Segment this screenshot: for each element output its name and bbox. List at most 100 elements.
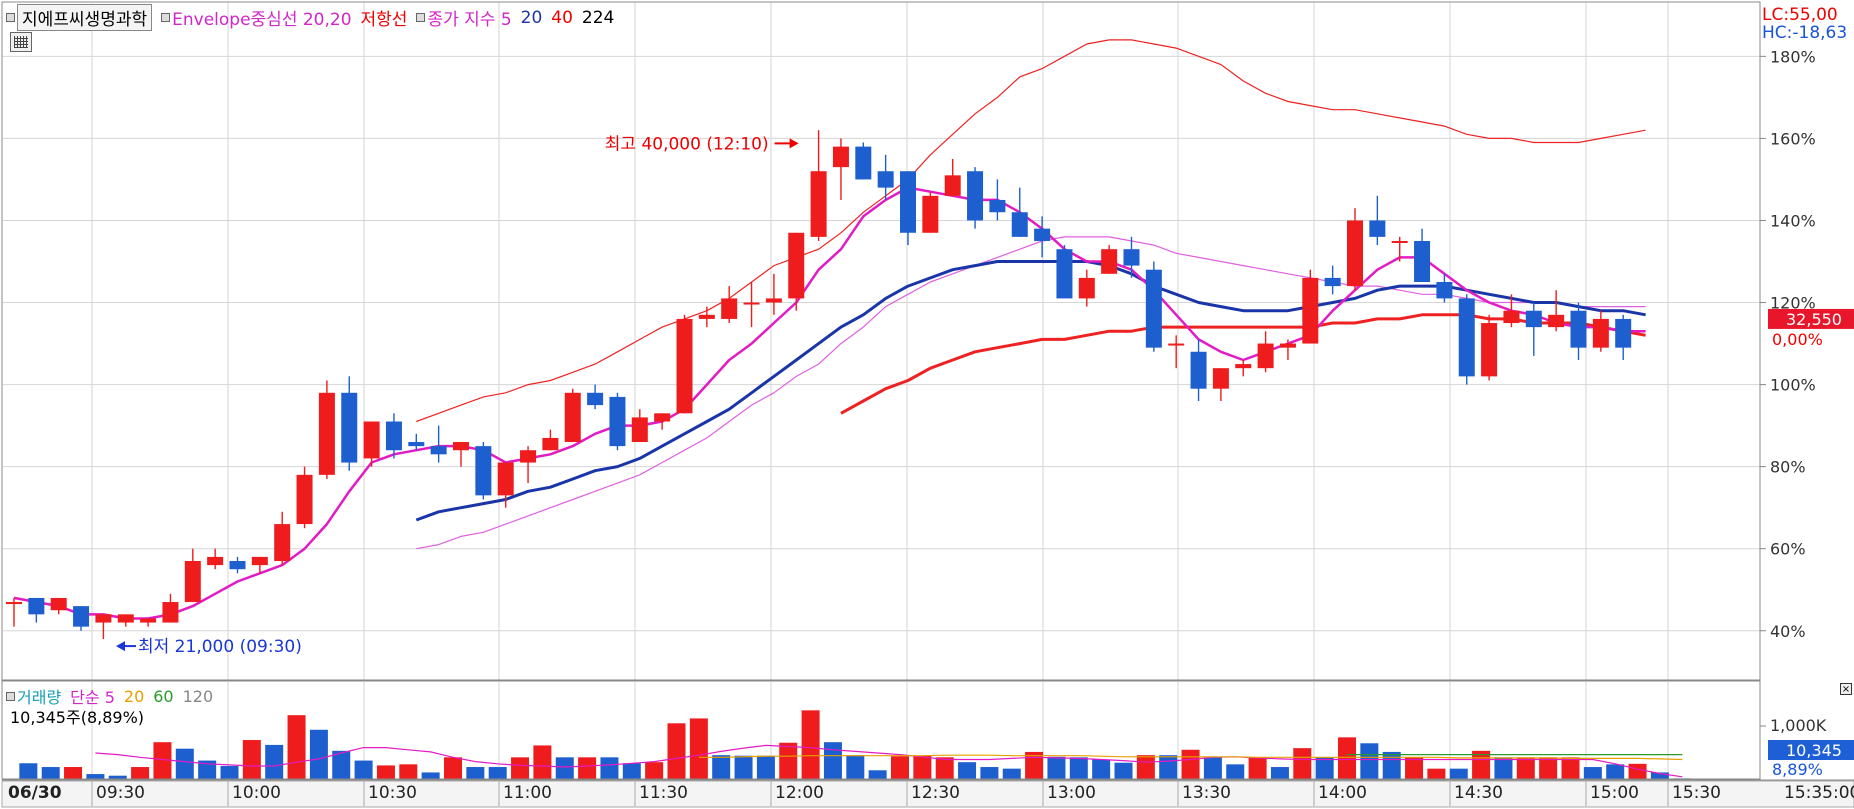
candle-body xyxy=(207,556,224,566)
y-tick-label: 120% xyxy=(1770,294,1816,313)
y-tick-label: 80% xyxy=(1770,458,1806,477)
x-tick-label: 10:30 xyxy=(368,783,417,803)
volume-bar xyxy=(1315,757,1334,780)
candle-body xyxy=(1101,249,1118,274)
volume-bar xyxy=(1561,757,1580,780)
volume-bar xyxy=(354,760,373,780)
candle-body xyxy=(229,561,246,570)
volume-bar xyxy=(1226,764,1245,780)
grid-table-icon[interactable] xyxy=(10,32,32,52)
ma-period-40[interactable]: 40 xyxy=(551,7,573,28)
low-marker-label: 최저 21,000 (09:30) xyxy=(138,637,302,657)
candle-body xyxy=(1123,249,1140,266)
volume-bar xyxy=(1494,757,1513,780)
candle-body xyxy=(1168,343,1185,346)
candle-body xyxy=(408,442,425,447)
volume-bar xyxy=(689,718,708,780)
volume-ma-120[interactable]: 120 xyxy=(182,686,214,706)
legend-toggle-icon[interactable] xyxy=(6,691,15,701)
envelope-line xyxy=(416,39,1646,423)
volume-bar xyxy=(1539,757,1558,780)
volume-bar xyxy=(1472,750,1491,780)
volume-bar xyxy=(1293,748,1312,780)
ma5-line xyxy=(13,186,1646,620)
candle-body xyxy=(1034,228,1051,241)
legend-toggle-icon[interactable] xyxy=(6,13,15,22)
candle-body xyxy=(497,462,514,496)
current-volume-pct: 8,89% xyxy=(1772,760,1823,779)
price-legend: 지에프씨생명과학 Envelope중심선 20,20 저항선 종가 지수 5 2… xyxy=(6,4,614,31)
candle-body xyxy=(1302,277,1319,344)
time-axis-band xyxy=(1,780,1854,808)
candle-body xyxy=(855,146,872,180)
candle-body xyxy=(1458,298,1475,377)
x-tick-label: 11:30 xyxy=(639,783,688,803)
current-volume-label: 10,345 xyxy=(1786,741,1842,760)
volume-ma-20[interactable]: 20 xyxy=(123,686,145,706)
low-marker-arrowhead xyxy=(116,641,125,652)
volume-bar xyxy=(265,744,284,780)
volume-bar xyxy=(86,774,105,780)
candle-body xyxy=(251,556,268,566)
volume-bar xyxy=(846,755,865,780)
candle-body xyxy=(341,392,358,463)
volume-bar xyxy=(175,748,194,780)
candle-body xyxy=(631,417,648,443)
candle-body xyxy=(117,614,134,623)
legend-toggle-icon[interactable] xyxy=(161,13,171,22)
candle-body xyxy=(1436,282,1453,299)
candle-body xyxy=(765,298,782,303)
axis-labels: 180% 160% 140% 120% 100% 80% 60% 40% 06/30 09:30 1… xyxy=(8,5,1854,803)
candle-body xyxy=(1212,368,1229,389)
high-marker-arrowhead xyxy=(789,138,799,149)
resistance-label[interactable]: 저항선 xyxy=(360,10,408,30)
stock-name[interactable]: 지에프씨생명과학 xyxy=(17,4,153,31)
candle-body xyxy=(1503,310,1520,324)
volume-ma-60[interactable]: 60 xyxy=(153,686,174,706)
volume-bar xyxy=(1270,767,1289,780)
volume-bar xyxy=(913,755,932,780)
volume-bar xyxy=(309,729,328,780)
candle-body xyxy=(475,446,492,496)
volume-title[interactable]: 거래량 xyxy=(17,688,62,707)
volume-legend: 거래량 단순 5 20 60 120 xyxy=(6,684,213,708)
volume-bar xyxy=(488,767,507,780)
volume-bar xyxy=(220,765,239,780)
candle-body xyxy=(676,318,693,414)
candle-body xyxy=(1548,314,1565,328)
volume-bar xyxy=(19,763,38,780)
legend-toggle-icon[interactable] xyxy=(416,13,426,22)
moving-average-lines xyxy=(13,186,1646,620)
volume-ma-label[interactable]: 단순 5 xyxy=(70,688,115,707)
volume-bar xyxy=(287,715,306,780)
y-tick-label: 40% xyxy=(1770,622,1806,641)
candle-body xyxy=(28,597,45,615)
current-price-label: 32,550 xyxy=(1786,310,1842,329)
volume-bar xyxy=(1181,749,1200,780)
volume-bar xyxy=(1405,757,1424,780)
y-tick-label: 140% xyxy=(1770,211,1816,230)
candle-body xyxy=(385,421,402,451)
candle-body xyxy=(1592,318,1609,348)
volume-bar xyxy=(1136,755,1155,780)
close-icon[interactable]: × xyxy=(1840,683,1852,695)
volume-bar xyxy=(1382,751,1401,780)
candle-body xyxy=(922,195,939,233)
envelope-label[interactable]: Envelope중심선 20,20 xyxy=(172,10,352,30)
candle-body xyxy=(698,314,715,319)
volume-bar xyxy=(1583,767,1602,780)
candle-body xyxy=(296,474,313,525)
candle-body xyxy=(1011,212,1028,237)
candle-body xyxy=(1190,351,1207,389)
candle-body xyxy=(1078,277,1095,299)
ma-period-20[interactable]: 20 xyxy=(520,7,543,28)
ma-period-224[interactable]: 224 xyxy=(581,7,615,28)
volume-bar xyxy=(622,763,641,780)
ma-title[interactable]: 종가 지수 5 xyxy=(427,10,512,30)
y-tick-label: 180% xyxy=(1770,47,1816,66)
candle-body xyxy=(73,606,90,627)
volume-bar xyxy=(1092,759,1111,780)
